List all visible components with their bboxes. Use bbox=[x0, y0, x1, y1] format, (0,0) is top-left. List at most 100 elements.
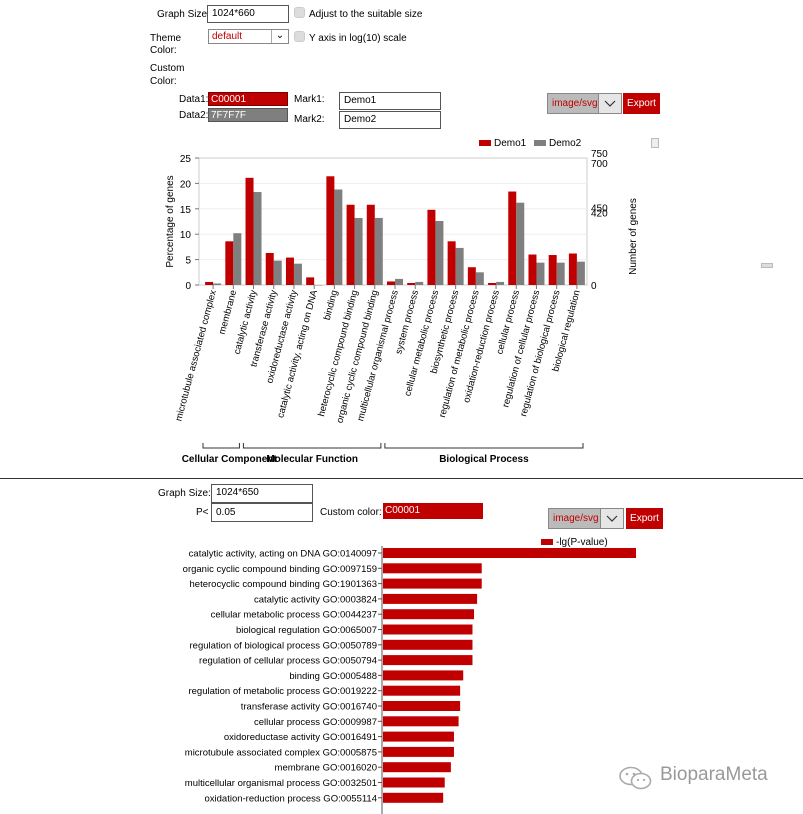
category-label: transferase activity GO:0016740 bbox=[241, 702, 377, 713]
watermark-text: BioparaMeta bbox=[660, 764, 768, 785]
format-select[interactable]: image/svg bbox=[547, 93, 622, 114]
y-tick-label: 25 bbox=[180, 154, 192, 165]
bar-demo2 bbox=[395, 278, 403, 285]
category-label: microtubule associated complex GO:000587… bbox=[185, 747, 377, 758]
enrichment-bar bbox=[383, 655, 473, 666]
bar-demo1 bbox=[346, 204, 355, 285]
data1-label: Data1: bbox=[179, 94, 209, 105]
right-tick-label: 450 bbox=[591, 203, 608, 214]
group-bracket bbox=[202, 443, 240, 449]
legend-swatch bbox=[541, 539, 553, 545]
enrichment-bar bbox=[383, 548, 636, 558]
bar-demo1 bbox=[488, 282, 497, 285]
section-divider bbox=[0, 478, 803, 479]
enrichment-bar bbox=[383, 762, 451, 773]
bar-demo1 bbox=[285, 257, 294, 285]
graph-size-label: Graph Size: bbox=[157, 9, 210, 20]
chevron-down-icon bbox=[600, 509, 623, 528]
bar-demo1 bbox=[508, 191, 517, 285]
export-button[interactable]: Export bbox=[623, 93, 660, 114]
y-tick-label: 15 bbox=[180, 205, 192, 216]
mark1-input[interactable]: Demo1 bbox=[339, 92, 441, 110]
category-label: multicellular organismal process GO:0032… bbox=[185, 778, 377, 789]
custom-color-label: Custom bbox=[150, 63, 185, 74]
enrichment-bar bbox=[383, 578, 482, 589]
log-scale-checkbox[interactable] bbox=[294, 31, 305, 42]
y-axis-label-right: Number of genes bbox=[628, 198, 639, 275]
chevron-down-icon: ⌄ bbox=[271, 30, 288, 43]
mark2-label: Mark2: bbox=[294, 114, 325, 125]
right-tick-label: 750 bbox=[591, 149, 608, 160]
enrichment-bar bbox=[383, 593, 478, 604]
category-label: membrane GO:0016020 bbox=[275, 763, 377, 774]
bar-demo1 bbox=[306, 277, 315, 285]
bar-demo2 bbox=[374, 217, 383, 285]
enrichment-bar bbox=[383, 609, 475, 620]
export-button-2[interactable]: Export bbox=[626, 508, 663, 529]
theme-select-value: default bbox=[212, 31, 243, 42]
bar-demo2 bbox=[435, 220, 444, 285]
p-value-label: P< bbox=[196, 507, 209, 518]
bar-demo1 bbox=[568, 253, 577, 285]
custom-color-label-2: Custom color: bbox=[320, 507, 382, 518]
bar-demo1 bbox=[427, 209, 436, 285]
resize-handle[interactable] bbox=[761, 263, 773, 268]
bar-demo1 bbox=[366, 204, 375, 285]
graph-size-input-2[interactable]: 1024*650 bbox=[211, 484, 313, 503]
mark2-input[interactable]: Demo2 bbox=[339, 111, 441, 129]
group-bracket bbox=[242, 443, 382, 449]
bar-demo2 bbox=[576, 261, 585, 285]
bar-demo1 bbox=[528, 254, 537, 285]
x-tick-label: membrane bbox=[217, 289, 239, 336]
bar-demo2 bbox=[516, 202, 525, 285]
y-tick-label: 10 bbox=[180, 230, 192, 241]
graph-size-label-2: Graph Size: bbox=[158, 488, 211, 499]
p-value-input[interactable]: 0.05 bbox=[211, 503, 313, 522]
enrichment-bar bbox=[383, 701, 461, 711]
bar-demo1 bbox=[326, 176, 335, 285]
bar-demo1 bbox=[467, 267, 476, 285]
enrichment-bar-chart: -lg(P-value) catalytic activity, acting … bbox=[183, 537, 636, 814]
adjust-size-label: Adjust to the suitable size bbox=[309, 9, 423, 20]
bar-demo1 bbox=[205, 281, 214, 285]
enrichment-bar bbox=[383, 670, 464, 681]
category-label: cellular metabolic process GO:0044237 bbox=[211, 610, 377, 621]
custom-color-input[interactable]: C00001 bbox=[383, 503, 483, 519]
bar-demo1 bbox=[407, 282, 416, 285]
data2-color-input[interactable]: 7F7F7F bbox=[208, 108, 288, 122]
theme-label: Theme bbox=[150, 33, 182, 44]
group-label: Cellular Component bbox=[182, 454, 278, 465]
trash-icon[interactable] bbox=[651, 138, 659, 148]
category-label: oxidation-reduction process GO:0055114 bbox=[204, 793, 377, 804]
group-label: Molecular Function bbox=[266, 454, 358, 465]
theme-select[interactable]: default ⌄ bbox=[208, 29, 289, 44]
category-label: oxidoreductase activity GO:0016491 bbox=[224, 732, 377, 743]
category-label: catalytic activity, acting on DNA GO:014… bbox=[189, 549, 377, 560]
legend-label: Demo1 bbox=[494, 138, 527, 149]
legend-label: Demo2 bbox=[549, 138, 582, 149]
enrichment-bar bbox=[383, 639, 473, 650]
category-label: cellular process GO:0009987 bbox=[254, 717, 377, 728]
y-axis-label: Percentage of genes bbox=[165, 175, 176, 267]
enrichment-bar bbox=[383, 731, 454, 742]
mark1-label: Mark1: bbox=[294, 94, 325, 105]
enrichment-bar bbox=[383, 563, 482, 574]
graph-size-input[interactable]: 1024*660 bbox=[207, 5, 289, 23]
category-label: regulation of biological process GO:0050… bbox=[190, 640, 377, 651]
bar-demo2 bbox=[273, 260, 282, 285]
enrichment-bar bbox=[383, 685, 461, 696]
legend-label: -lg(P-value) bbox=[556, 537, 608, 548]
bar-demo2 bbox=[314, 285, 323, 286]
category-label: regulation of cellular process GO:005079… bbox=[199, 656, 377, 667]
bar-demo1 bbox=[387, 281, 395, 285]
adjust-size-checkbox[interactable] bbox=[294, 7, 305, 18]
data1-color-input[interactable]: C00001 bbox=[208, 92, 288, 106]
format-select-value: image/svg bbox=[552, 98, 598, 109]
bar-demo2 bbox=[415, 281, 424, 285]
category-label: catalytic activity GO:0003824 bbox=[254, 594, 377, 605]
format-select-2[interactable]: image/svg bbox=[548, 508, 624, 529]
x-tick-label: binding bbox=[322, 289, 341, 321]
group-label: Biological Process bbox=[439, 454, 529, 465]
enrichment-bar bbox=[383, 777, 445, 788]
